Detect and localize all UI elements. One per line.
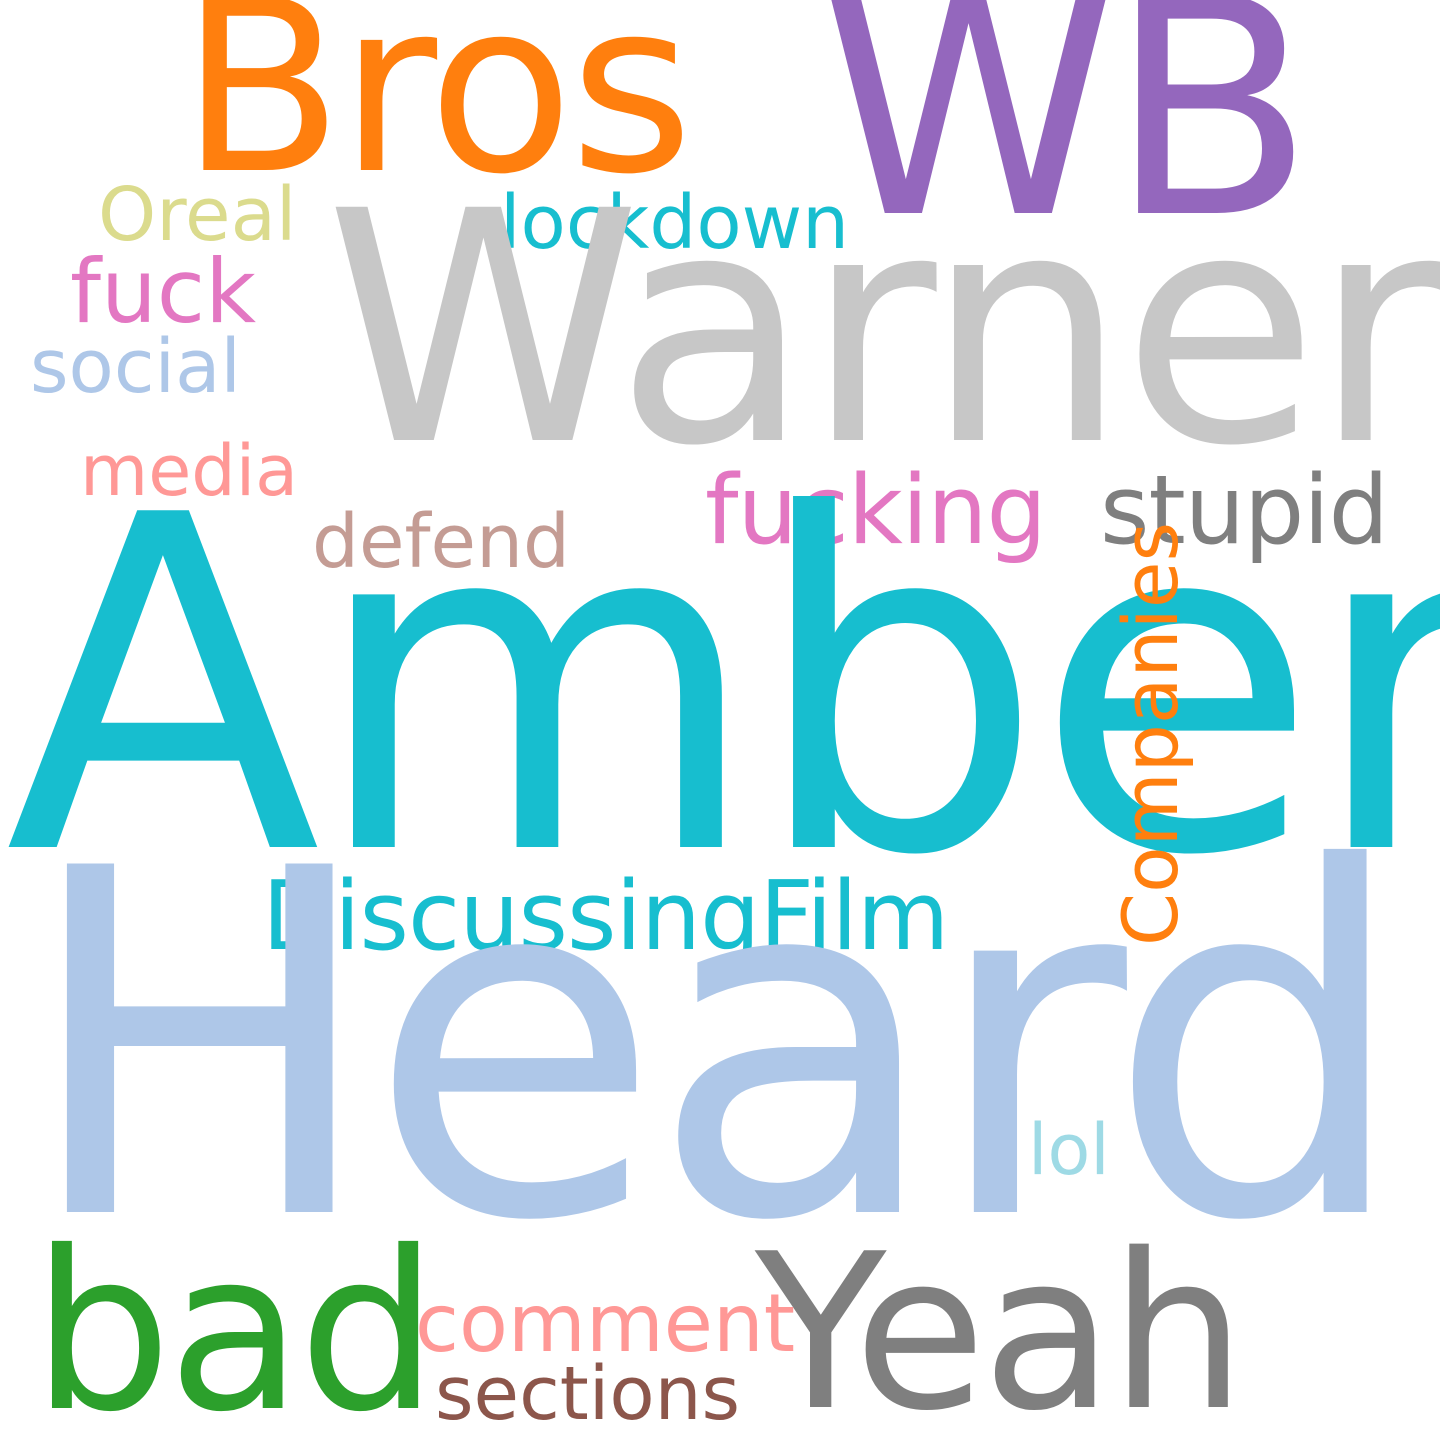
word-lol: lol bbox=[1028, 1109, 1110, 1191]
word-bad: bad bbox=[32, 1204, 438, 1440]
word-warner: Warner bbox=[325, 144, 1440, 516]
word-lockdown: lockdown bbox=[500, 180, 850, 266]
word-discussingfilm: DiscussingFilm bbox=[262, 862, 949, 972]
word-amber: Amber bbox=[5, 418, 1440, 956]
word-wb: WB bbox=[820, 0, 1314, 284]
word-defend: defend bbox=[312, 499, 570, 585]
word-stupid: stupid bbox=[1100, 456, 1389, 566]
word-sections: sections bbox=[435, 1351, 741, 1437]
word-media: media bbox=[80, 430, 299, 512]
word-comment: comment bbox=[415, 1277, 796, 1370]
word-yeah: Yeah bbox=[755, 1207, 1246, 1440]
word-fuck: fuck bbox=[70, 240, 257, 343]
word-heard: Heard bbox=[20, 768, 1410, 1325]
word-social: social bbox=[30, 324, 241, 410]
word-bros: Bros bbox=[180, 0, 694, 227]
word-oreal: Oreal bbox=[98, 172, 297, 258]
word-fucking: fucking bbox=[705, 456, 1047, 566]
